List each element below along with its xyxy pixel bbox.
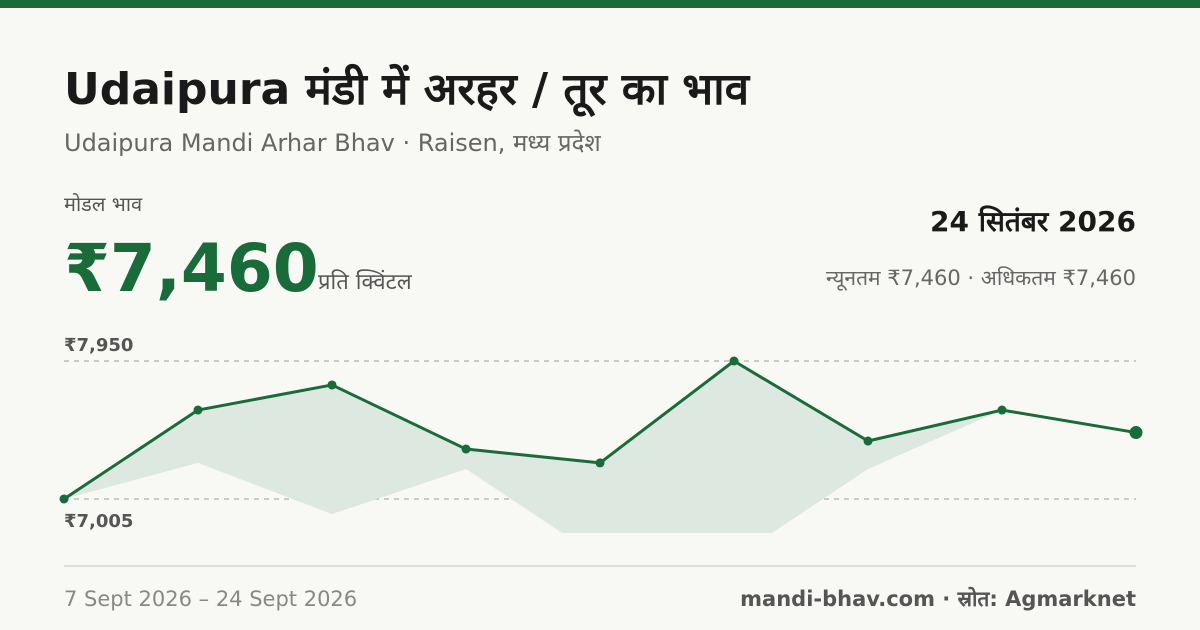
- point: [997, 405, 1007, 415]
- price-range: न्यूनतम ₹7,460 · अधिकतम ₹7,460: [826, 266, 1136, 291]
- point: [59, 494, 69, 504]
- point: [327, 380, 337, 390]
- point: [461, 444, 471, 454]
- subtitle: Udaipura Mandi Arhar Bhav · Raisen, मध्य…: [64, 129, 601, 157]
- source: mandi-bhav.com · स्रोत: Agmarknet: [740, 586, 1136, 611]
- title: Udaipura मंडी में अरहर / तूर का भाव: [64, 63, 751, 118]
- point: [729, 356, 739, 366]
- point: [193, 405, 203, 415]
- y-tick-label: ₹7,005: [64, 511, 133, 532]
- period: 7 Sept 2026 – 24 Sept 2026: [64, 587, 357, 611]
- top-bar: [0, 0, 1200, 8]
- y-tick-label: ₹7,950: [64, 335, 133, 356]
- point: [863, 436, 873, 446]
- band-area: [64, 361, 1002, 533]
- price-value: ₹7,460: [64, 230, 319, 307]
- plot: ₹7,950 ₹7,005: [59, 335, 1143, 533]
- date: 24 सितंबर 2026: [930, 205, 1136, 238]
- point: [595, 458, 605, 468]
- price-unit: प्रति क्विंटल: [318, 269, 413, 295]
- price-label: मोडल भाव: [64, 192, 143, 216]
- point: [1129, 426, 1143, 440]
